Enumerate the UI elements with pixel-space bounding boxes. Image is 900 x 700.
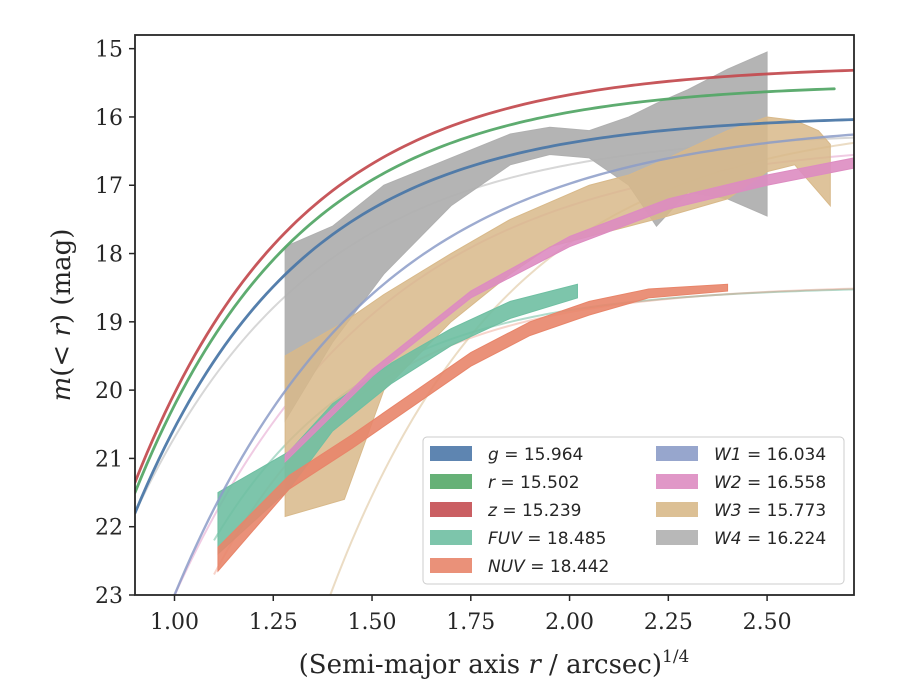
x-tick-label: 1.25 bbox=[249, 610, 298, 635]
y-tick-label: 16 bbox=[95, 106, 123, 131]
legend: g = 15.964 r = 15.502 z = 15.239 FUV = 18.4… bbox=[422, 436, 845, 585]
legend-swatch bbox=[656, 530, 698, 545]
legend-label: NUV = 18.442 bbox=[488, 557, 609, 577]
x-tick-label: 2.50 bbox=[743, 610, 792, 635]
legend-label: FUV = 18.485 bbox=[488, 529, 606, 549]
y-tick-label: 23 bbox=[95, 584, 123, 609]
legend-swatch bbox=[430, 558, 472, 573]
x-axis-title: (Semi-major axis r / arcsec)1/4 bbox=[299, 647, 690, 680]
legend-item-w2: W2 = 16.558 bbox=[656, 473, 826, 493]
legend-item-z: z = 15.239 bbox=[430, 501, 581, 521]
x-tick-label: 2.00 bbox=[545, 610, 594, 635]
legend-swatch bbox=[430, 530, 472, 545]
legend-swatch bbox=[656, 502, 698, 517]
series-line-z bbox=[135, 68, 854, 484]
axes-layer: 1.00 1.25 1.50 1.75 2.00 2.25 2.50 15 16 17 18 19 20… bbox=[95, 38, 792, 635]
series-layer bbox=[135, 51, 854, 595]
legend-item-fuv: FUV = 18.485 bbox=[430, 529, 606, 549]
legend-label: W4 = 16.224 bbox=[714, 529, 826, 549]
legend-label: r = 15.502 bbox=[488, 473, 580, 493]
legend-swatch bbox=[656, 474, 698, 489]
legend-item-w3: W3 = 15.773 bbox=[656, 501, 826, 521]
legend-label: z = 15.239 bbox=[487, 501, 581, 521]
y-tick-label: 18 bbox=[95, 243, 123, 268]
legend-label: W3 = 15.773 bbox=[714, 501, 826, 521]
legend-item-g: g = 15.964 bbox=[430, 445, 583, 465]
legend-item-w1: W1 = 16.034 bbox=[656, 445, 826, 465]
legend-box bbox=[422, 436, 845, 585]
x-tick-label: 1.50 bbox=[348, 610, 397, 635]
y-axis-title: m(< r) (mag) bbox=[47, 229, 77, 402]
legend-item-w4: W4 = 16.224 bbox=[656, 529, 826, 549]
series-band-w2 bbox=[284, 157, 854, 464]
x-tick-label: 2.25 bbox=[644, 610, 693, 635]
legend-item-r: r = 15.502 bbox=[430, 473, 580, 493]
series-band-w3 bbox=[284, 116, 831, 518]
y-tick-label: 19 bbox=[95, 311, 123, 336]
legend-label: W2 = 16.558 bbox=[714, 473, 826, 493]
y-tick-label: 17 bbox=[95, 174, 123, 199]
legend-swatch bbox=[430, 502, 472, 517]
legend-swatch bbox=[656, 446, 698, 461]
legend-swatch bbox=[430, 446, 472, 461]
x-tick-label: 1.00 bbox=[150, 610, 199, 635]
series-line-r bbox=[135, 87, 836, 494]
y-tick-label: 15 bbox=[95, 38, 123, 63]
legend-swatch bbox=[430, 474, 472, 489]
y-tick-label: 21 bbox=[95, 447, 123, 472]
y-tick-label: 22 bbox=[95, 516, 123, 541]
plot-frame bbox=[134, 34, 855, 596]
legend-label: g = 15.964 bbox=[488, 445, 583, 465]
series-band-w4 bbox=[284, 51, 768, 423]
series-band-nuv bbox=[217, 283, 729, 573]
series-line-w1 bbox=[173, 133, 854, 595]
legend-label: W1 = 16.034 bbox=[714, 445, 826, 465]
x-tick-label: 1.75 bbox=[446, 610, 495, 635]
series-line-g bbox=[135, 118, 854, 515]
legend-item-nuv: NUV = 18.442 bbox=[430, 557, 609, 577]
y-tick-label: 20 bbox=[95, 379, 123, 404]
